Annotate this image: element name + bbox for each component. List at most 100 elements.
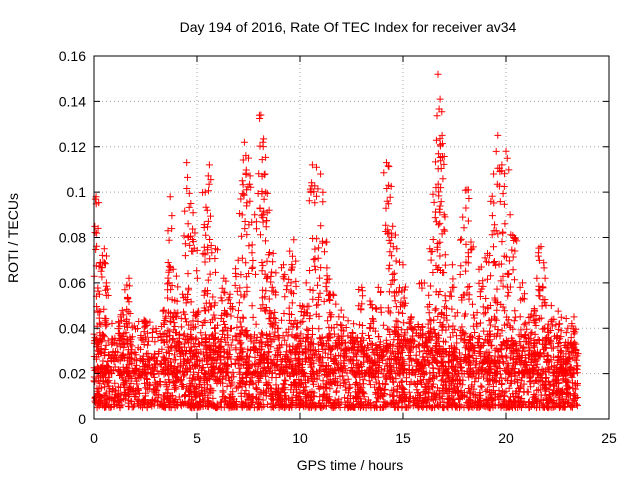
data-point: [494, 131, 502, 139]
data-point: [332, 300, 340, 308]
data-point: [366, 297, 374, 305]
data-point: [441, 251, 449, 259]
data-point: [242, 166, 250, 174]
data-point: [501, 220, 509, 228]
data-point: [259, 143, 267, 151]
data-point: [311, 346, 319, 354]
data-point: [180, 369, 188, 377]
data-point: [443, 390, 451, 398]
data-point: [462, 204, 470, 212]
data-point: [101, 346, 109, 353]
data-point: [314, 254, 322, 262]
data-point: [448, 261, 456, 269]
data-point: [141, 401, 149, 408]
data-point: [557, 313, 565, 321]
data-point: [120, 388, 128, 396]
data-point: [564, 396, 572, 404]
data-point: [386, 261, 394, 269]
data-point: [116, 403, 124, 411]
data-point: [493, 306, 501, 314]
data-point: [535, 315, 543, 323]
data-point: [345, 381, 353, 389]
data-point: [260, 402, 268, 410]
data-point: [437, 377, 445, 385]
data-point: [184, 173, 191, 181]
data-point: [211, 255, 219, 262]
data-point: [511, 307, 519, 315]
data-point: [229, 336, 237, 344]
data-point: [427, 256, 435, 264]
data-point: [451, 325, 459, 333]
data-point: [358, 384, 366, 392]
data-point: [148, 329, 156, 336]
data-point: [258, 259, 266, 266]
data-point: [429, 383, 436, 391]
data-point: [392, 317, 400, 325]
data-point: [166, 193, 174, 201]
data-point: [484, 398, 492, 406]
data-point: [319, 188, 327, 196]
data-point: [393, 403, 401, 411]
data-point: [511, 276, 518, 284]
grid-lines: [94, 56, 609, 419]
data-point: [386, 193, 394, 201]
data-point: [462, 267, 470, 275]
data-point: [187, 200, 195, 207]
data-point: [500, 183, 508, 190]
data-point: [460, 224, 468, 232]
data-point: [310, 351, 318, 359]
data-point: [488, 212, 496, 220]
data-point: [180, 232, 188, 240]
y-tick-label: 0.12: [59, 139, 86, 155]
data-point: [517, 326, 525, 334]
data-point: [216, 398, 224, 406]
data-point: [181, 240, 189, 248]
data-point: [200, 291, 208, 299]
data-point: [436, 252, 444, 260]
data-point: [344, 375, 352, 383]
data-point: [125, 402, 133, 410]
data-point: [488, 192, 496, 200]
data-point: [426, 316, 434, 324]
data-point: [427, 248, 435, 256]
data-point: [513, 376, 521, 383]
data-point: [310, 389, 318, 397]
x-tick-label: 15: [395, 430, 411, 446]
data-point: [437, 353, 445, 360]
data-point: [442, 297, 450, 305]
data-point: [493, 285, 501, 293]
data-point: [310, 256, 318, 264]
y-tick-label: 0.14: [59, 93, 86, 109]
data-point: [358, 300, 366, 308]
data-point: [153, 386, 161, 394]
data-point: [466, 389, 474, 397]
data-point: [266, 330, 274, 338]
data-point: [359, 292, 367, 300]
data-point: [315, 325, 323, 333]
data-point: [386, 355, 393, 363]
data-point: [240, 138, 248, 146]
y-axis-label: ROTI / TECUs: [5, 193, 21, 283]
data-point: [478, 383, 486, 391]
data-point: [555, 392, 563, 400]
data-point: [368, 304, 376, 312]
data-point: [400, 319, 408, 327]
data-point: [516, 383, 524, 391]
y-tick-label: 0: [78, 411, 86, 427]
data-point: [562, 393, 570, 401]
data-point: [540, 264, 548, 272]
data-point: [517, 377, 525, 385]
data-point: [547, 302, 555, 310]
data-point: [438, 326, 446, 334]
data-point: [314, 382, 322, 390]
data-point: [456, 271, 464, 278]
data-point: [439, 175, 447, 183]
data-point: [556, 320, 564, 328]
data-point: [93, 404, 101, 412]
data-point: [207, 242, 215, 249]
data-point: [181, 392, 188, 400]
data-point: [302, 279, 310, 287]
data-point: [259, 214, 267, 222]
data-point: [535, 249, 542, 257]
data-point: [171, 385, 178, 393]
